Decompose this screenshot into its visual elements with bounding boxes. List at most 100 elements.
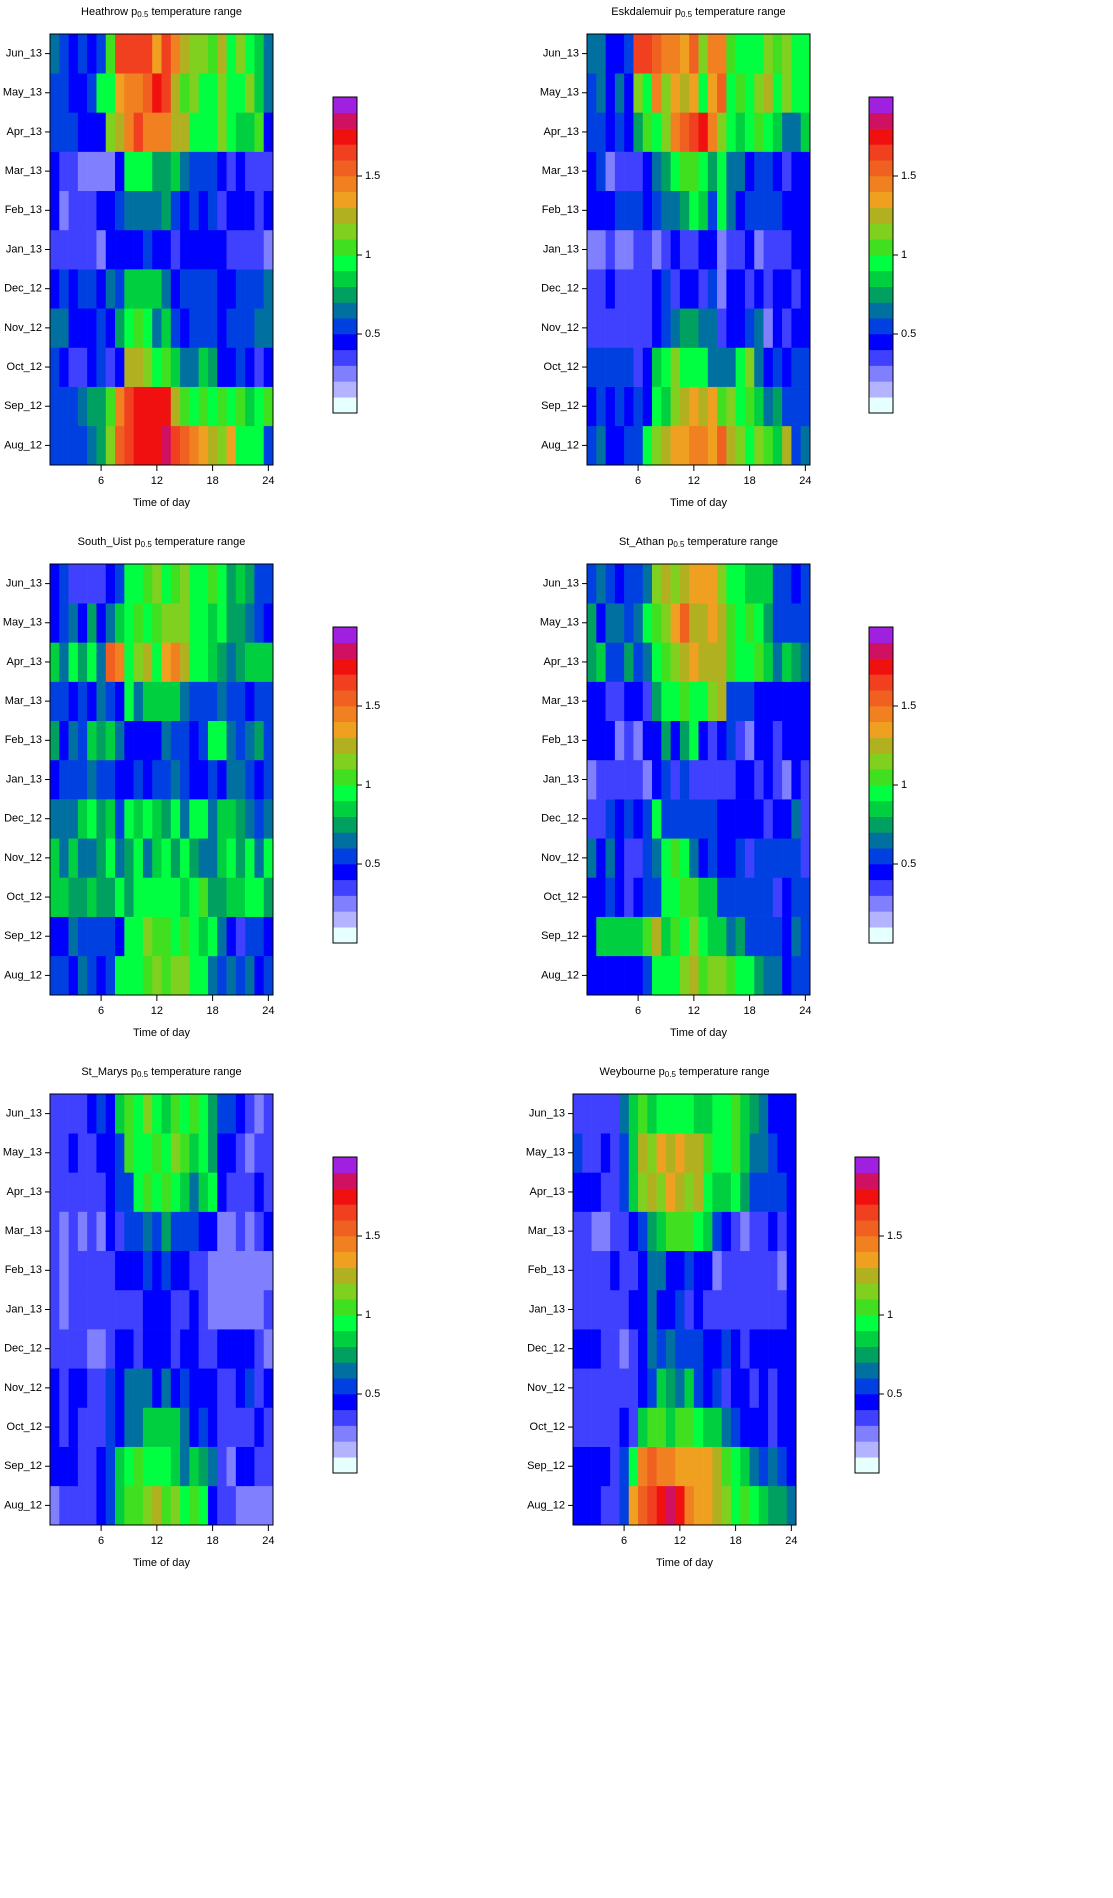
heatmap-cell [96, 720, 107, 761]
heatmap-cell [740, 1407, 750, 1447]
heatmap-cell [198, 603, 209, 643]
heatmap-cell [582, 1368, 592, 1408]
heatmap-cell [782, 347, 792, 387]
colorbar-block [869, 397, 893, 414]
heatmap-cell [670, 34, 681, 74]
heatmap-cell [782, 269, 792, 309]
heatmap-cell [68, 1211, 79, 1252]
heatmap-cell [77, 269, 88, 309]
heatmap-cell [782, 681, 792, 722]
heatmap-cell [207, 386, 218, 427]
heatmap-cell [791, 425, 802, 466]
heatmap-cell [77, 73, 88, 113]
heatmap-cell [754, 386, 764, 427]
heatmap-cell [619, 1407, 630, 1447]
heatmap-cell [628, 1250, 639, 1291]
heatmap-cell [198, 1368, 209, 1408]
colorbar-block [855, 1315, 879, 1332]
heatmap-cell [50, 151, 60, 192]
colorbar-tick-label: 1.5 [901, 700, 916, 712]
heatmap-cell [142, 642, 153, 682]
heatmap-cell [96, 269, 107, 309]
heatmap-cell [170, 190, 181, 231]
heatmap-cell [768, 1172, 778, 1212]
chart-title: St_Athan p0.5 temperature range [619, 536, 778, 549]
heatmap-cell [605, 73, 616, 113]
heatmap-cell [207, 642, 218, 682]
colorbar-block [333, 627, 357, 644]
heatmap-cell [105, 34, 116, 74]
heatmap-cell [50, 425, 60, 466]
y-tick-label: Feb_13 [542, 734, 579, 746]
heatmap-cell [142, 308, 153, 348]
heatmap-cell [587, 34, 597, 74]
heatmap-cell [198, 1446, 209, 1487]
heatmap-cell [198, 642, 209, 682]
heatmap-cell [661, 269, 671, 309]
heatmap-cell [703, 1446, 713, 1487]
heatmap-cell [605, 681, 616, 722]
heatmap-cell [754, 877, 764, 917]
heatmap-cell [105, 1485, 116, 1526]
heatmap-cell [638, 1368, 648, 1408]
heatmap-cell [628, 1094, 639, 1134]
heatmap-cell [235, 1094, 246, 1134]
heatmap-cell [152, 34, 162, 74]
heatmap-cell [161, 34, 172, 74]
heatmap-cell [679, 425, 690, 466]
heatmap-cell [161, 603, 172, 643]
heatmap-cell [105, 151, 116, 192]
heatmap-cell [707, 112, 718, 152]
heatmap-cell [642, 73, 653, 113]
title-text: Heathrow p [81, 6, 137, 18]
heatmap-cell [235, 838, 246, 878]
heatmap-cell [254, 112, 265, 152]
heatmap-cell [735, 347, 746, 387]
heatmap-cell [180, 1211, 190, 1252]
heatmap-cell [712, 1133, 722, 1173]
heatmap-cell [87, 1133, 97, 1173]
heatmap-cell [689, 386, 699, 427]
heatmap-cell [115, 720, 125, 761]
heatmap-cell [87, 229, 97, 270]
heatmap-cell [180, 229, 190, 270]
heatmap-cell [730, 1289, 741, 1330]
heatmap-cell [152, 112, 162, 152]
heatmap-cell [96, 34, 107, 74]
heatmap-cell [198, 190, 209, 231]
heatmap-cell [703, 1485, 713, 1526]
heatmap-cell [698, 386, 709, 427]
heatmap-cell [180, 386, 190, 427]
heatmap-cell [133, 1368, 144, 1408]
heatmap-cell [152, 1133, 162, 1173]
heatmap-cell [772, 73, 783, 113]
heatmap-cell [610, 1407, 620, 1447]
heatmap-cell [263, 112, 274, 152]
heatmap-cell [744, 308, 755, 348]
heatmap-cell [712, 1329, 722, 1369]
heatmap-cell [596, 916, 606, 957]
heatmap-cell [115, 681, 125, 722]
heatmap-cell [689, 425, 699, 466]
heatmap-cell [87, 1407, 97, 1447]
heatmap-cell [726, 603, 736, 643]
heatmap-cell [207, 603, 218, 643]
heatmap-cell [587, 269, 597, 309]
heatmap-cell [189, 564, 199, 604]
x-tick-label: 6 [98, 1005, 104, 1017]
heatmap-cell [619, 1446, 630, 1487]
x-tick-label: 18 [743, 475, 755, 487]
heatmap-cell [777, 1446, 788, 1487]
heatmap-cell [800, 720, 811, 761]
heatmap-cell [87, 955, 97, 996]
heatmap-cell [198, 308, 209, 348]
heatmap-cell [87, 916, 97, 957]
colorbar-block [333, 270, 357, 287]
heatmap-cell [596, 603, 606, 643]
heatmap-cell [263, 642, 274, 682]
heatmap-cell [180, 1250, 190, 1291]
heatmap-cell [693, 1446, 704, 1487]
heatmap-cell [582, 1133, 592, 1173]
y-tick-label: Mar_13 [5, 695, 42, 707]
heatmap-cell [263, 229, 274, 270]
